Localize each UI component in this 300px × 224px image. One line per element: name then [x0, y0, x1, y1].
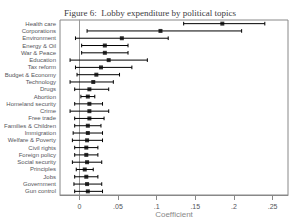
svg-text:Civil rights: Civil rights	[28, 145, 56, 151]
svg-text:Technology: Technology	[26, 79, 56, 85]
svg-text:Abortion: Abortion	[34, 94, 56, 100]
svg-text:Drugs: Drugs	[40, 86, 56, 92]
svg-text:Homeland security: Homeland security	[6, 101, 56, 107]
svg-text:Foreign policy: Foreign policy	[19, 152, 56, 158]
svg-text:Environment: Environment	[22, 35, 56, 41]
svg-text:.1: .1	[154, 203, 160, 210]
svg-text:Coefficient: Coefficient	[155, 210, 193, 219]
svg-text:.25: .25	[268, 203, 278, 210]
svg-text:War & Peace: War & Peace	[21, 50, 57, 56]
svg-text:Crime: Crime	[40, 108, 57, 114]
svg-text:.15: .15	[190, 203, 200, 210]
svg-text:Energy & Oil: Energy & Oil	[22, 43, 56, 49]
svg-text:.2: .2	[231, 203, 237, 210]
svg-text:Figure 6: Lobby expenditure b: Figure 6: Lobby expenditure by political…	[64, 8, 237, 18]
svg-text:Welfare & Poverty: Welfare & Poverty	[8, 137, 56, 143]
svg-text:Tax reform: Tax reform	[28, 64, 56, 70]
svg-text:Government: Government	[23, 181, 56, 187]
svg-text:Gun control: Gun control	[25, 188, 56, 194]
svg-text:Health care: Health care	[25, 21, 56, 27]
svg-text:Families & Children: Families & Children	[4, 123, 56, 129]
svg-text:Immigration: Immigration	[25, 130, 56, 136]
svg-text:Free trade: Free trade	[28, 115, 56, 121]
svg-text:0: 0	[77, 203, 81, 210]
svg-text:Budget & Economy: Budget & Economy	[5, 72, 56, 78]
svg-text:Social security: Social security	[17, 159, 56, 165]
svg-text:Jobs: Jobs	[43, 174, 56, 180]
svg-text:Education: Education	[29, 57, 56, 63]
svg-text:Principles: Principles	[30, 166, 56, 172]
svg-text:Corporations: Corporations	[22, 28, 56, 34]
svg-text:.05: .05	[113, 203, 123, 210]
